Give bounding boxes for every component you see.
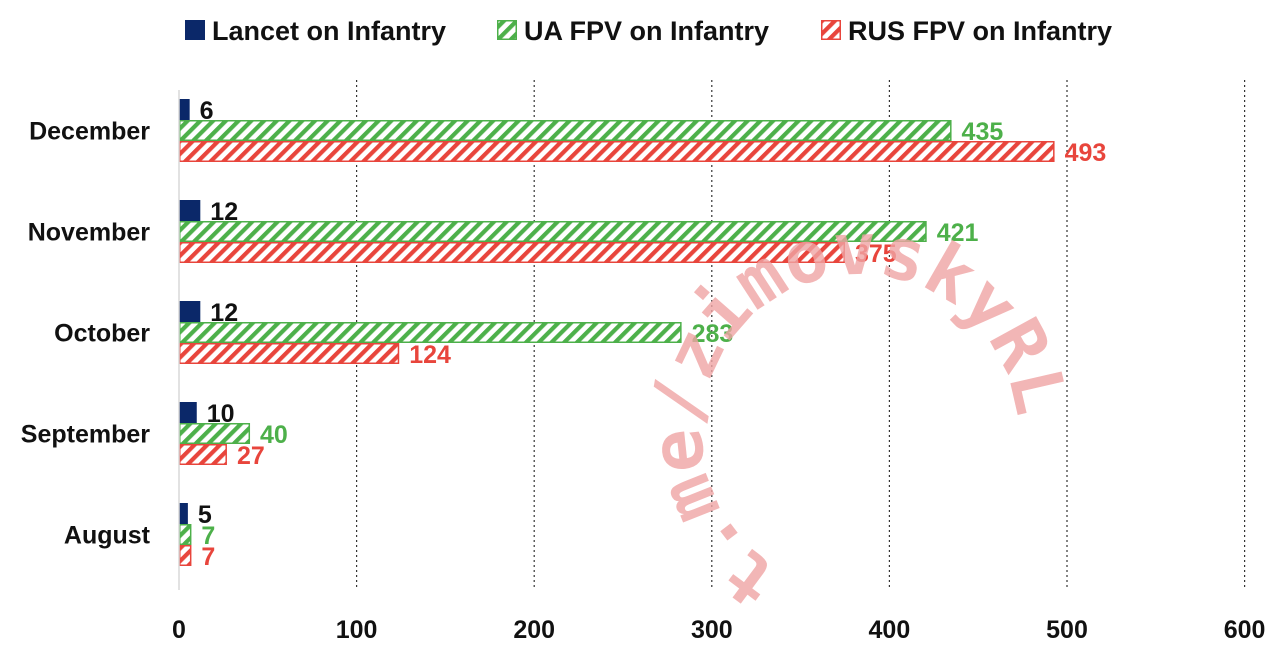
legend-label-ua-fpv-on-infantry: UA FPV on Infantry bbox=[524, 16, 769, 46]
data-label-lancet-on-infantry-november: 12 bbox=[210, 198, 238, 226]
tick-label-400: 400 bbox=[869, 616, 911, 644]
category-label-september: September bbox=[21, 421, 150, 449]
bar-rus-fpv-on-infantry-december bbox=[179, 141, 1055, 162]
tick-label-100: 100 bbox=[336, 616, 378, 644]
legend-label-rus-fpv-on-infantry: RUS FPV on Infantry bbox=[848, 16, 1112, 46]
data-label-lancet-on-infantry-august: 5 bbox=[198, 501, 212, 529]
legend-label-lancet-on-infantry: Lancet on Infantry bbox=[212, 16, 446, 46]
value-axis: 0 100 200 300 400 500 600 bbox=[172, 90, 1265, 644]
data-label-ua-fpv-on-infantry-september: 40 bbox=[260, 421, 288, 449]
data-label-lancet-on-infantry-october: 12 bbox=[210, 299, 238, 327]
tick-label-500: 500 bbox=[1046, 616, 1088, 644]
bar-rus-fpv-on-infantry-september bbox=[179, 444, 227, 465]
data-label-rus-fpv-on-infantry-october: 124 bbox=[409, 341, 451, 369]
bar-lancet-on-infantry-september bbox=[179, 402, 197, 423]
tick-label-0: 0 bbox=[172, 616, 186, 644]
bar-lancet-on-infantry-october bbox=[179, 301, 201, 322]
data-label-rus-fpv-on-infantry-december: 493 bbox=[1065, 139, 1107, 167]
legend: Lancet on Infantry UA FPV on Infantry RUS … bbox=[185, 16, 1112, 46]
bars bbox=[179, 99, 1055, 566]
data-label-rus-fpv-on-infantry-september: 27 bbox=[237, 442, 265, 470]
legend-item-ua-fpv-on-infantry: UA FPV on Infantry bbox=[497, 16, 769, 46]
category-label-november: November bbox=[28, 219, 151, 247]
data-label-ua-fpv-on-infantry-november: 421 bbox=[937, 219, 979, 247]
legend-item-lancet-on-infantry: Lancet on Infantry bbox=[185, 16, 446, 46]
data-label-ua-fpv-on-infantry-august: 7 bbox=[201, 522, 215, 550]
watermark: t.me/zimovskyRL bbox=[633, 206, 1083, 625]
tick-label-300: 300 bbox=[691, 616, 733, 644]
bar-ua-fpv-on-infantry-august bbox=[179, 524, 192, 545]
category-label-august: August bbox=[64, 522, 151, 550]
bar-rus-fpv-on-infantry-august bbox=[179, 545, 192, 566]
grid-lines bbox=[356, 80, 1246, 590]
category-label-december: December bbox=[29, 118, 150, 146]
tick-label-200: 200 bbox=[513, 616, 555, 644]
data-label-ua-fpv-on-infantry-december: 435 bbox=[962, 118, 1004, 146]
category-axis: December November October September August bbox=[21, 118, 151, 550]
legend-item-rus-fpv-on-infantry: RUS FPV on Infantry bbox=[821, 16, 1112, 46]
data-label-rus-fpv-on-infantry-november: 375 bbox=[855, 240, 897, 268]
bar-lancet-on-infantry-december bbox=[179, 99, 190, 120]
data-label-lancet-on-infantry-september: 10 bbox=[207, 400, 235, 428]
legend-swatch-ua-fpv-on-infantry bbox=[497, 20, 517, 40]
bar-ua-fpv-on-infantry-december bbox=[179, 120, 952, 141]
bar-lancet-on-infantry-august bbox=[179, 503, 188, 524]
bar-ua-fpv-on-infantry-october bbox=[179, 322, 682, 343]
legend-swatch-lancet-on-infantry bbox=[185, 20, 205, 40]
data-label-rus-fpv-on-infantry-august: 7 bbox=[201, 543, 215, 571]
watermark-text: t.me/zimovskyRL bbox=[633, 206, 1083, 625]
category-label-october: October bbox=[54, 320, 150, 348]
bar-rus-fpv-on-infantry-october bbox=[179, 343, 400, 364]
bar-lancet-on-infantry-november bbox=[179, 200, 201, 221]
data-label-ua-fpv-on-infantry-october: 283 bbox=[692, 320, 734, 348]
legend-swatch-rus-fpv-on-infantry bbox=[821, 20, 841, 40]
tick-label-600: 600 bbox=[1224, 616, 1266, 644]
data-label-lancet-on-infantry-december: 6 bbox=[200, 97, 214, 125]
